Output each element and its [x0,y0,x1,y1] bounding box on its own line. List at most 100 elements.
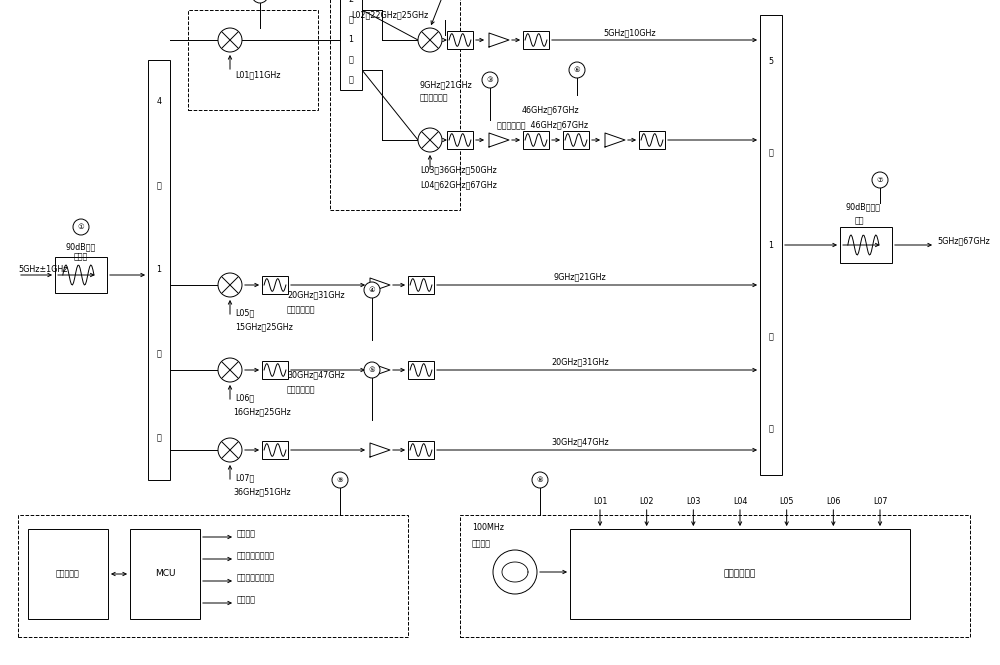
Bar [523,31,549,49]
Polygon shape [605,133,625,147]
Text: 100MHz: 100MHz [472,523,504,531]
Circle shape [532,472,548,488]
Text: 开关滤波模块: 开关滤波模块 [287,386,316,394]
Circle shape [872,172,888,188]
Text: L01：11GHz: L01：11GHz [235,70,280,80]
Text: 开关滤波模块  46GHz～67GHz: 开关滤波模块 46GHz～67GHz [497,120,588,130]
Bar [408,441,434,459]
Bar [55,257,107,293]
Circle shape [482,72,498,88]
Text: L05: L05 [779,497,794,505]
Text: 30GHz～47GHz: 30GHz～47GHz [287,370,345,380]
Text: ⑨: ⑨ [337,477,343,483]
Bar [330,0,460,210]
Bar [18,515,408,637]
Bar [570,529,910,619]
Bar [408,361,434,379]
Text: 开关控制: 开关控制 [237,529,256,539]
Text: 1: 1 [768,241,774,249]
Bar [460,515,970,637]
Text: L03: L03 [686,497,701,505]
Text: 9GHz～21GHz: 9GHz～21GHz [420,80,473,90]
Text: 选: 选 [349,15,353,25]
Circle shape [332,472,348,488]
Circle shape [252,0,268,3]
Bar [262,276,288,294]
Text: 衰减器: 衰减器 [74,253,88,261]
Polygon shape [489,33,509,47]
Text: ⑧: ⑧ [537,477,543,483]
Circle shape [364,362,380,378]
Text: L07：: L07： [235,473,254,483]
Circle shape [73,219,89,235]
Text: 以太网通信: 以太网通信 [56,569,80,579]
Text: 36GHz～51GHz: 36GHz～51GHz [233,487,291,497]
Bar [188,10,318,110]
Text: 20GHz～31GHz: 20GHz～31GHz [287,291,345,299]
Bar [760,15,782,475]
Bar [840,227,892,263]
Text: 选: 选 [157,182,161,190]
Text: 5GHz～10GHz: 5GHz～10GHz [604,29,656,37]
Text: 变频本振模块: 变频本振模块 [724,569,756,579]
Bar [523,131,549,149]
Text: 5: 5 [768,57,774,65]
Text: L02：22GHz～25GHz: L02：22GHz～25GHz [351,11,429,19]
Text: 9GHz～21GHz: 9GHz～21GHz [554,273,606,281]
Text: ①: ① [78,224,84,230]
Text: 1: 1 [349,35,354,45]
Text: 5GHz～67GHz: 5GHz～67GHz [937,237,990,245]
Circle shape [218,358,242,382]
Text: 90dB数控: 90dB数控 [66,243,96,251]
Polygon shape [489,133,509,147]
Text: ⑦: ⑦ [877,177,883,183]
Text: L04: L04 [733,497,747,505]
Text: 20GHz～31GHz: 20GHz～31GHz [551,358,609,366]
Text: 开: 开 [349,55,353,65]
Text: L02: L02 [639,497,654,505]
Text: 15GHz～25GHz: 15GHz～25GHz [235,323,293,331]
Bar [408,276,434,294]
Bar [28,529,108,619]
Bar [130,529,200,619]
Bar [262,361,288,379]
Text: ③: ③ [487,77,493,83]
Text: 关: 关 [769,424,773,434]
Text: 开关滤波器组控制: 开关滤波器组控制 [237,551,275,561]
Text: 变频本振产生控制: 变频本振产生控制 [237,573,275,583]
Polygon shape [370,443,390,457]
Text: L03：36GHz～50GHz: L03：36GHz～50GHz [420,166,497,174]
Text: MCU: MCU [155,569,175,579]
Text: 30GHz～47GHz: 30GHz～47GHz [551,438,609,446]
Text: 关: 关 [349,76,353,84]
Text: 开关滤波模块: 开关滤波模块 [420,94,448,102]
Bar [262,441,288,459]
Text: 1: 1 [156,265,162,275]
Circle shape [493,550,537,594]
Text: L06：: L06： [235,394,254,402]
Text: 4: 4 [156,98,162,106]
Text: ④: ④ [369,287,375,293]
Text: 16GHz～25GHz: 16GHz～25GHz [233,408,291,416]
Text: 开: 开 [769,332,773,342]
Text: 关: 关 [157,434,161,442]
Text: 5GHz±1GHz: 5GHz±1GHz [18,265,68,275]
Bar [340,0,362,90]
Circle shape [569,62,585,78]
Text: 减器: 减器 [855,217,864,225]
Text: ⑤: ⑤ [369,367,375,373]
Text: 功率控制: 功率控制 [237,595,256,604]
Text: ⑥: ⑥ [574,67,580,73]
Text: 选: 选 [769,148,773,158]
Bar [148,60,170,480]
Text: L06: L06 [826,497,841,505]
Circle shape [418,128,442,152]
Bar [563,131,589,149]
Circle shape [218,438,242,462]
Text: 2: 2 [348,0,354,5]
Text: L05：: L05： [235,309,254,317]
Text: 90dB同轴衰: 90dB同轴衰 [845,203,880,211]
Circle shape [218,273,242,297]
Text: 46GHz～67GHz: 46GHz～67GHz [522,106,580,114]
Bar [447,131,473,149]
